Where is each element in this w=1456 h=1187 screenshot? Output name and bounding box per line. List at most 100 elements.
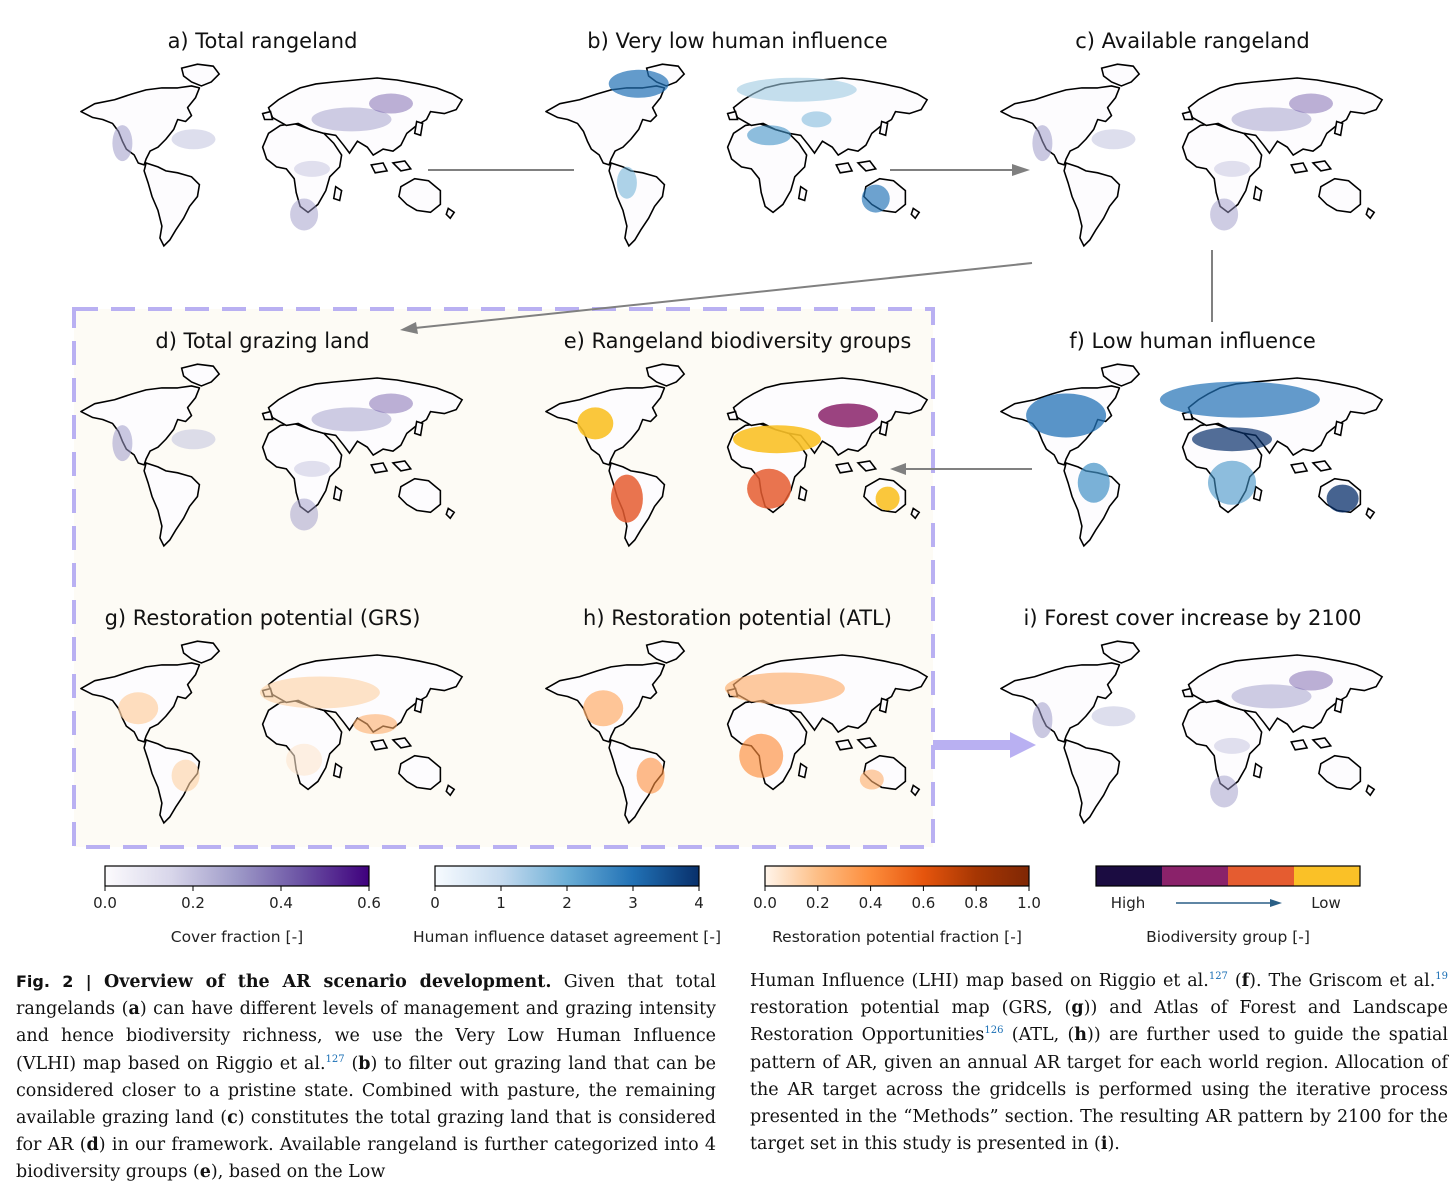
map-shading bbox=[1192, 427, 1272, 452]
colorbar-tick-high: High bbox=[1111, 894, 1145, 912]
figure-2: a) Total rangeland b) Very low human infl… bbox=[72, 29, 1383, 946]
colorbar-label: Biodiversity group [-] bbox=[1146, 928, 1310, 946]
map-shading bbox=[369, 93, 413, 114]
big-arrow-h-to-i bbox=[933, 732, 1036, 758]
panel-title: e) Rangeland biodiversity groups bbox=[564, 329, 912, 353]
arrowhead-b-to-c bbox=[1012, 164, 1030, 176]
world-map bbox=[80, 63, 463, 247]
colorbar-tick: 0 bbox=[430, 894, 440, 912]
colorbar-tick: 1 bbox=[496, 894, 506, 912]
colorbar-1: 0.0 0.2 0.4 0.6 Cover fraction [-] bbox=[93, 865, 381, 946]
panel-ref: g bbox=[1071, 998, 1084, 1019]
colorbar-tick: 0.6 bbox=[911, 894, 935, 912]
map-shading bbox=[1210, 198, 1239, 231]
flow-arrows bbox=[400, 164, 1213, 475]
map-shading bbox=[747, 125, 792, 146]
colorbar-tick: 0.4 bbox=[859, 894, 883, 912]
citation-ref[interactable]: 127 bbox=[1208, 971, 1228, 983]
colorbar-tick: 0.6 bbox=[357, 894, 381, 912]
map-shading bbox=[861, 184, 890, 213]
map-shading bbox=[1231, 684, 1312, 709]
panel-i: i) Forest cover increase by 2100 bbox=[1000, 606, 1383, 824]
map-shading bbox=[1231, 107, 1312, 132]
map-shading bbox=[577, 407, 614, 440]
map-shading bbox=[818, 403, 879, 428]
arrow-c-to-d bbox=[414, 262, 1033, 329]
colorbar-tick: 1.0 bbox=[1017, 894, 1041, 912]
map-shading bbox=[1077, 462, 1110, 503]
map-shading bbox=[118, 692, 159, 725]
caption-left-body: Given that total rangelands (a) can have… bbox=[16, 972, 716, 1183]
caption-heading: Overview of the AR scenario development. bbox=[104, 972, 552, 992]
colorbar-tick-low: Low bbox=[1311, 894, 1341, 912]
panel-ref: f bbox=[1241, 971, 1250, 991]
colorbar-gradient bbox=[104, 865, 370, 887]
map-shading bbox=[171, 759, 200, 792]
colorbar-tick: 3 bbox=[628, 894, 638, 912]
panel-title: h) Restoration potential (ATL) bbox=[583, 606, 892, 630]
panel-title: g) Restoration potential (GRS) bbox=[105, 606, 421, 630]
panel-a: a) Total rangeland bbox=[80, 29, 463, 247]
map-shading bbox=[1032, 702, 1053, 739]
colorbar-tick: 0.2 bbox=[181, 894, 205, 912]
colorbar-3: 0.0 0.2 0.4 0.6 0.8 1.0 Restoration potential … bbox=[753, 865, 1041, 946]
colorbar-label: Restoration potential fraction [-] bbox=[772, 928, 1022, 946]
colorbar-gradient bbox=[764, 865, 1030, 887]
map-shading bbox=[294, 460, 330, 477]
map-shading bbox=[1026, 393, 1107, 438]
map-shading bbox=[290, 498, 319, 531]
map-shading bbox=[259, 676, 380, 709]
map-shading bbox=[1214, 160, 1250, 177]
map-shading bbox=[294, 160, 330, 177]
map-shading bbox=[736, 77, 857, 102]
map-shading bbox=[1289, 93, 1333, 114]
map-shading bbox=[1032, 125, 1053, 162]
colorbar-tick: 0.0 bbox=[93, 894, 117, 912]
panel-ref: d bbox=[86, 1135, 99, 1156]
panel-ref: i bbox=[1100, 1134, 1108, 1155]
panel-ref: c bbox=[227, 1108, 238, 1129]
colorbar-tick: 0.4 bbox=[269, 894, 293, 912]
map-shading bbox=[616, 166, 637, 199]
map-shading bbox=[1210, 775, 1239, 808]
panel-title: c) Available rangeland bbox=[1075, 29, 1310, 53]
panel-ref: h bbox=[1074, 1025, 1088, 1046]
map-shading bbox=[353, 714, 398, 735]
colorbar-segment bbox=[1096, 866, 1162, 886]
colorbars: 0.0 0.2 0.4 0.6 Cover fraction [-] 0 1 2 3 4 Human… bbox=[93, 865, 1361, 946]
colorbar-gradient bbox=[434, 865, 700, 887]
colorbar-tick: 4 bbox=[694, 894, 704, 912]
map-shading bbox=[1326, 484, 1359, 513]
panel-title: i) Forest cover increase by 2100 bbox=[1024, 606, 1362, 630]
citation-ref[interactable]: 19 bbox=[1435, 971, 1448, 983]
map-shading bbox=[875, 486, 900, 511]
panel-c: c) Available rangeland bbox=[1000, 29, 1383, 247]
citation-ref[interactable]: 127 bbox=[325, 1053, 345, 1065]
caption-right-column: Human Influence (LHI) map based on Riggi… bbox=[750, 968, 1448, 1158]
panel-f: f) Low human influence bbox=[1000, 329, 1383, 547]
map-shading bbox=[286, 743, 323, 776]
colorbar-tick: 2 bbox=[562, 894, 572, 912]
arrowhead-f-to-e bbox=[890, 463, 906, 475]
panel-e: e) Rangeland biodiversity groups bbox=[545, 329, 928, 547]
citation-ref[interactable]: 126 bbox=[984, 1025, 1004, 1037]
map-shading bbox=[724, 672, 845, 705]
panel-h: h) Restoration potential (ATL) bbox=[545, 606, 928, 824]
map-panels: a) Total rangeland b) Very low human infl… bbox=[80, 29, 1383, 824]
panel-g: g) Restoration potential (GRS) bbox=[80, 606, 463, 824]
colorbar-segment bbox=[1294, 866, 1360, 886]
map-shading bbox=[1091, 129, 1136, 150]
map-shading bbox=[859, 769, 884, 790]
colorbar-label: Cover fraction [-] bbox=[171, 928, 303, 946]
panel-b: b) Very low human influence bbox=[545, 29, 928, 247]
map-shading bbox=[311, 107, 392, 132]
map-shading bbox=[636, 757, 665, 794]
panel-title: d) Total grazing land bbox=[155, 329, 369, 353]
map-shading bbox=[311, 407, 392, 432]
colorbar-tick: 0.2 bbox=[806, 894, 830, 912]
map-shading bbox=[610, 474, 643, 523]
caption-left-column: Fig. 2 | Overview of the AR scenario dev… bbox=[16, 968, 716, 1187]
map-shading bbox=[1214, 737, 1250, 754]
map-shading bbox=[112, 425, 133, 462]
panel-title: f) Low human influence bbox=[1069, 329, 1316, 353]
